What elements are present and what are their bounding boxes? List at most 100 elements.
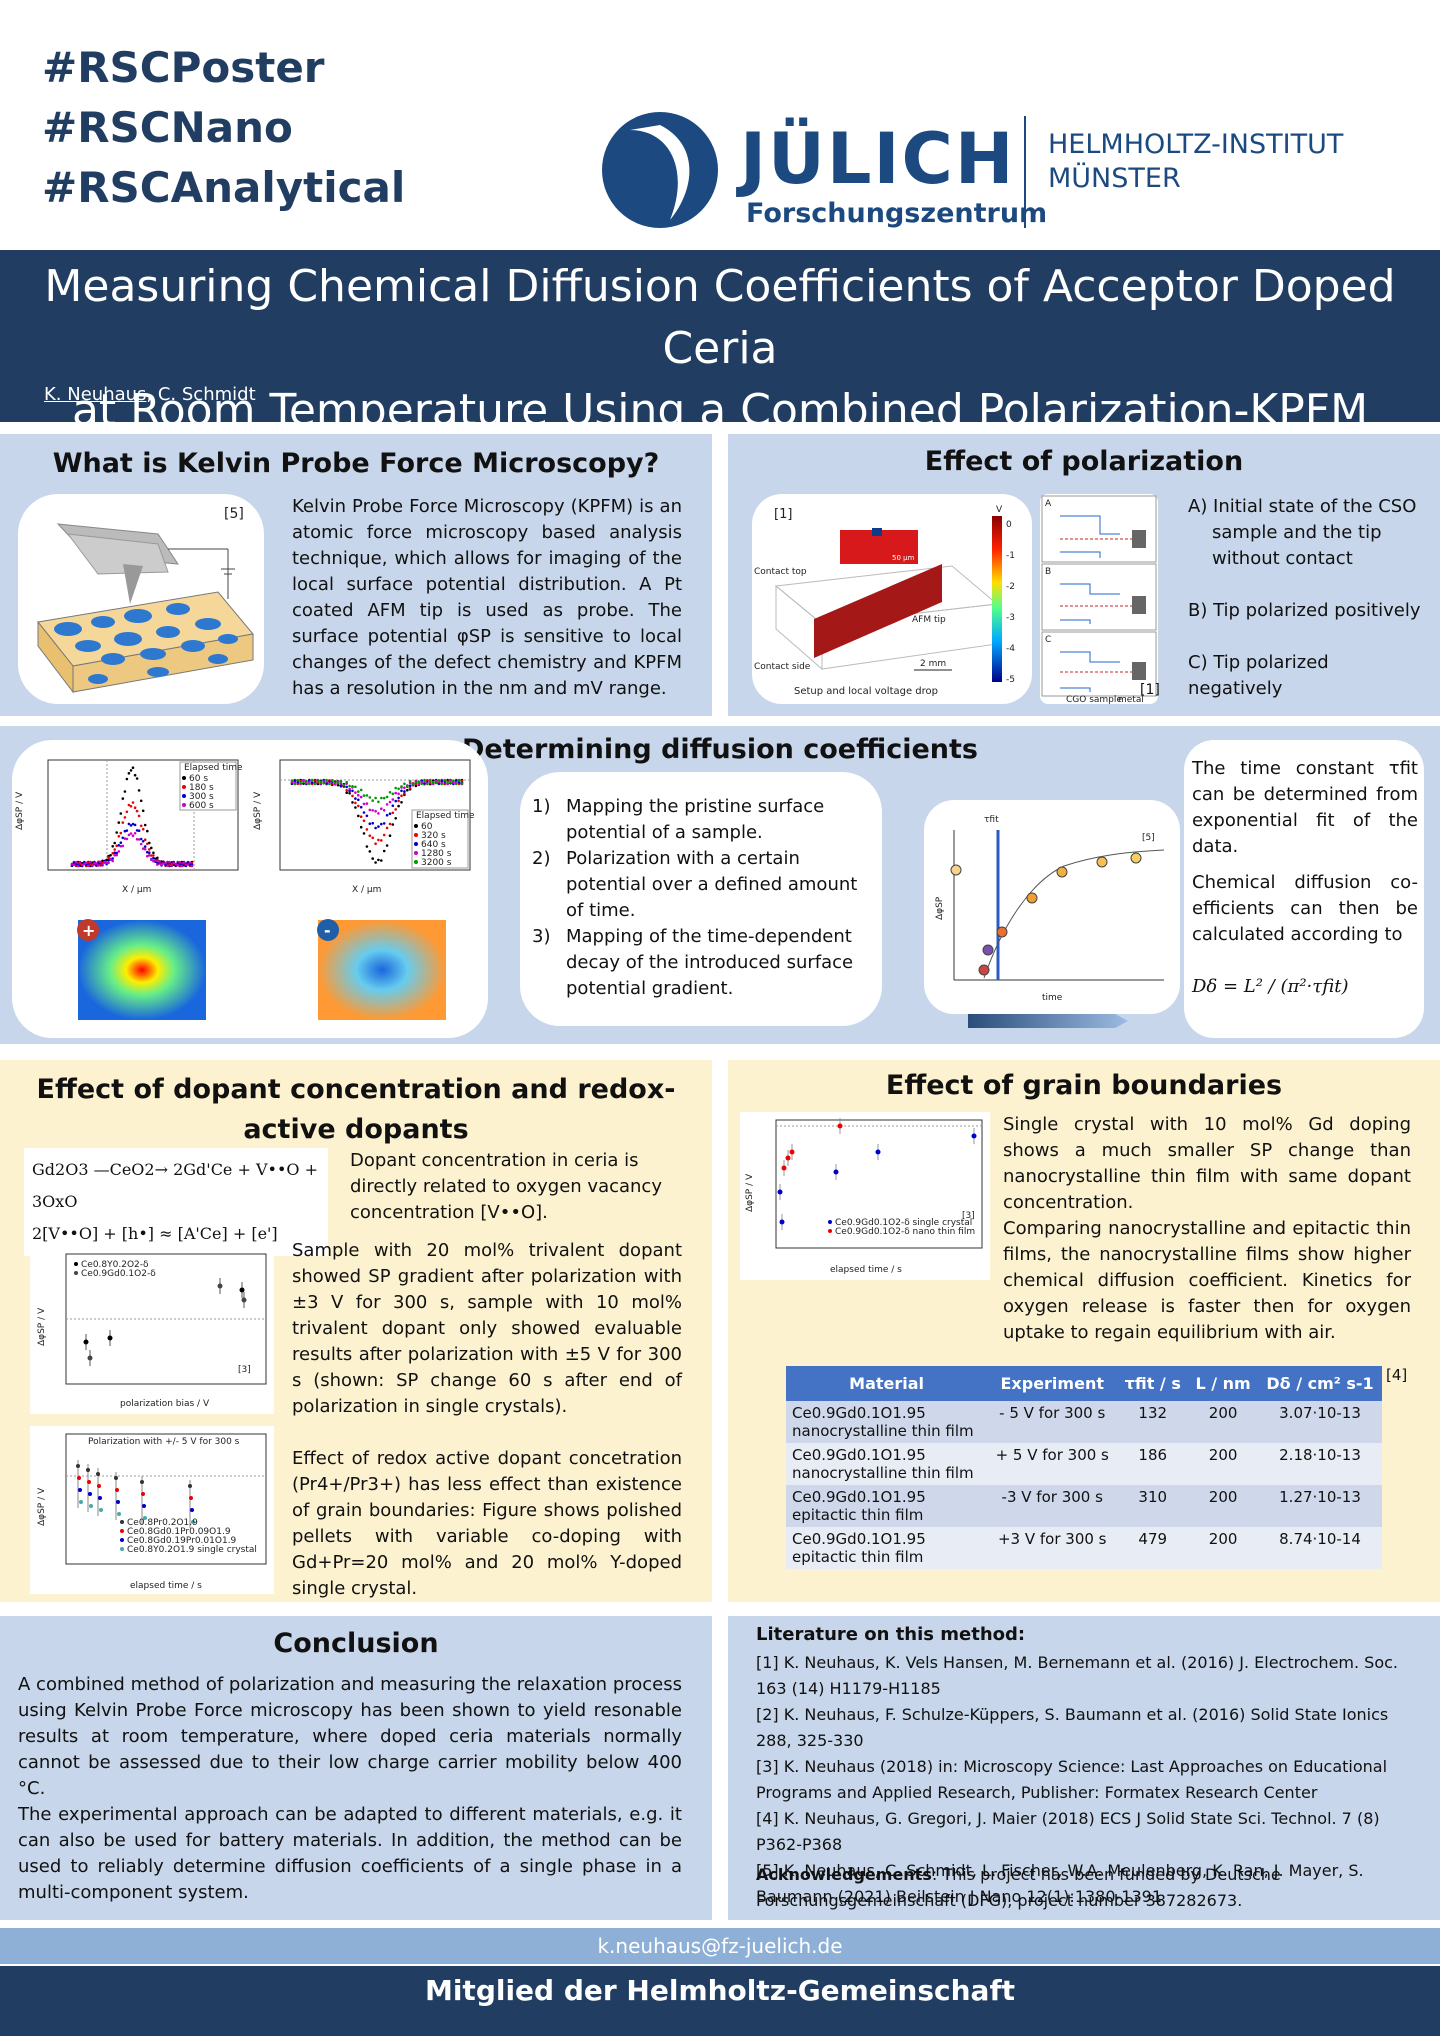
plot-point [93,862,96,865]
table-row: Ce0.9Gd0.1O1.95 nanocrystalline thin film… [786,1443,1382,1485]
cell-diffusion: 3.07·10-13 [1258,1401,1382,1443]
diffusion-heading: Determining diffusion coefficients [462,734,978,765]
diffusion-table: Material Experiment τfit / s L / nm Dδ /… [786,1366,1382,1569]
plot-point [357,804,360,808]
fit-point [996,926,1008,938]
ack-label: Acknowledgements [756,1865,932,1884]
band-metal-label: metal [1118,695,1144,704]
plot-point [97,1484,101,1488]
plot-point [371,857,375,860]
plot-point [394,808,398,811]
pol-item-c: C) Tip polarized negatively [1188,652,1329,699]
plot-point [121,844,125,848]
conclusion-p2: The experimental approach can be adapted… [18,1804,682,1903]
plot-point [457,778,461,782]
grain-heading: Effect of grain boundaries [885,1070,1283,1101]
plot-point [107,1335,113,1341]
cell-length: 200 [1188,1485,1259,1527]
plot-point [160,863,163,867]
plot-point [403,790,406,793]
plot-point [348,791,351,795]
plot-point [123,837,127,840]
grain-plot-points [777,1118,977,1230]
colorbar-tick: -1 [1006,551,1015,561]
literature-heading: Literature on this method: [756,1624,1026,1645]
plot-point [374,861,377,864]
plot-point [313,782,317,785]
plot-point [186,861,190,864]
plot-point [190,861,194,865]
plot-point [79,1500,83,1504]
fit-ylabel: ΔφSP [935,896,945,920]
fit-point [1096,856,1108,868]
plot-point [351,801,354,804]
grain-plot-xlabel: elapsed time / s [830,1265,902,1275]
plot-point [325,782,328,785]
plot-point [146,829,149,833]
plot-point [443,779,447,782]
plot-point [123,829,127,833]
plot-point [403,786,406,789]
plot-point [143,1516,147,1520]
plot-point [449,779,452,782]
plot-point [241,1297,247,1303]
plot-point [107,858,110,862]
plot-point [101,861,104,865]
plot-point [111,845,114,848]
plot-point [293,782,297,786]
cell-experiment: - 5 V for 300 s [987,1401,1118,1443]
dopant-section: Effect of dopant concentration and redox… [0,1060,712,1602]
plot-point [434,781,438,785]
plot-point [150,858,153,861]
setup-schematic: [1] 50 µm Contact top Contact side AFM t… [754,505,1015,697]
legend-entry: Ce0.8Gd0.1Pr0.09O1.9 [127,1527,231,1537]
plot-point [408,784,412,787]
plot-point [127,772,131,775]
plot-point [78,1488,82,1492]
logo-sub: Forschungszentrum [746,198,1048,229]
plot-point [135,777,139,780]
cell-diffusion: 8.74·10-14 [1258,1527,1382,1569]
plot-point [123,790,127,793]
cell-diffusion: 1.27·10-13 [1258,1485,1382,1527]
plot-point [388,834,392,837]
plot-point [78,864,82,867]
plot-point [80,863,84,867]
legend-marker [120,1529,124,1533]
plot-point [377,838,380,842]
plot-point [374,796,377,800]
plot-point [351,794,354,798]
th-tau: τfit / s [1117,1366,1189,1401]
plot-point [310,778,314,782]
kpfm-text: Kelvin Probe Force Microscopy (KPFM) is … [292,496,682,699]
fit-points [950,852,1142,976]
plot-point [371,821,375,825]
literature-list: [1] K. Neuhaus, K. Vels Hansen, M. Berne… [756,1650,1426,1910]
table-ref: [4] [1386,1366,1408,1384]
ack-text: : This project has been funded by Deutsc… [756,1865,1281,1910]
plot-point [87,1355,93,1361]
cell-diffusion: 2.18·10-13 [1258,1443,1382,1485]
contact-email[interactable]: k.neuhaus@fz-juelich.de [0,1928,1440,1964]
logo-institute-line1: HELMHOLTZ-INSTITUT [1048,129,1344,160]
hashtag-1: #RSCPoster [42,43,325,92]
steps-list: 1) Mapping the pristine surface potential… [520,772,882,1002]
plot-point [172,861,175,865]
plot-point [178,864,182,867]
polarization-section: Effect of polarization [1] 50 µm Contact… [728,434,1440,716]
logo-institute: HELMHOLTZ-INSTITUT MÜNSTER [1048,128,1343,196]
plot-point [322,782,326,785]
author-main: K. Neuhaus [44,384,147,405]
plot-point [168,860,171,864]
plot-point [116,1500,120,1504]
grain-plot-ylabel: ΔφSP / V [745,1173,755,1212]
plot-point [91,864,94,867]
pol-item-a: A) Initial state of the CSO sample and t… [1188,496,1417,569]
plot-point [414,782,418,786]
legend-marker [414,851,418,855]
step-2-text: Polarization with a certain potential ov… [566,848,858,921]
plot-point [131,822,135,826]
dopant-plot-1-ylabel: ΔφSP / V [37,1307,47,1346]
th-material: Material [786,1366,988,1401]
plot-point [127,822,131,826]
